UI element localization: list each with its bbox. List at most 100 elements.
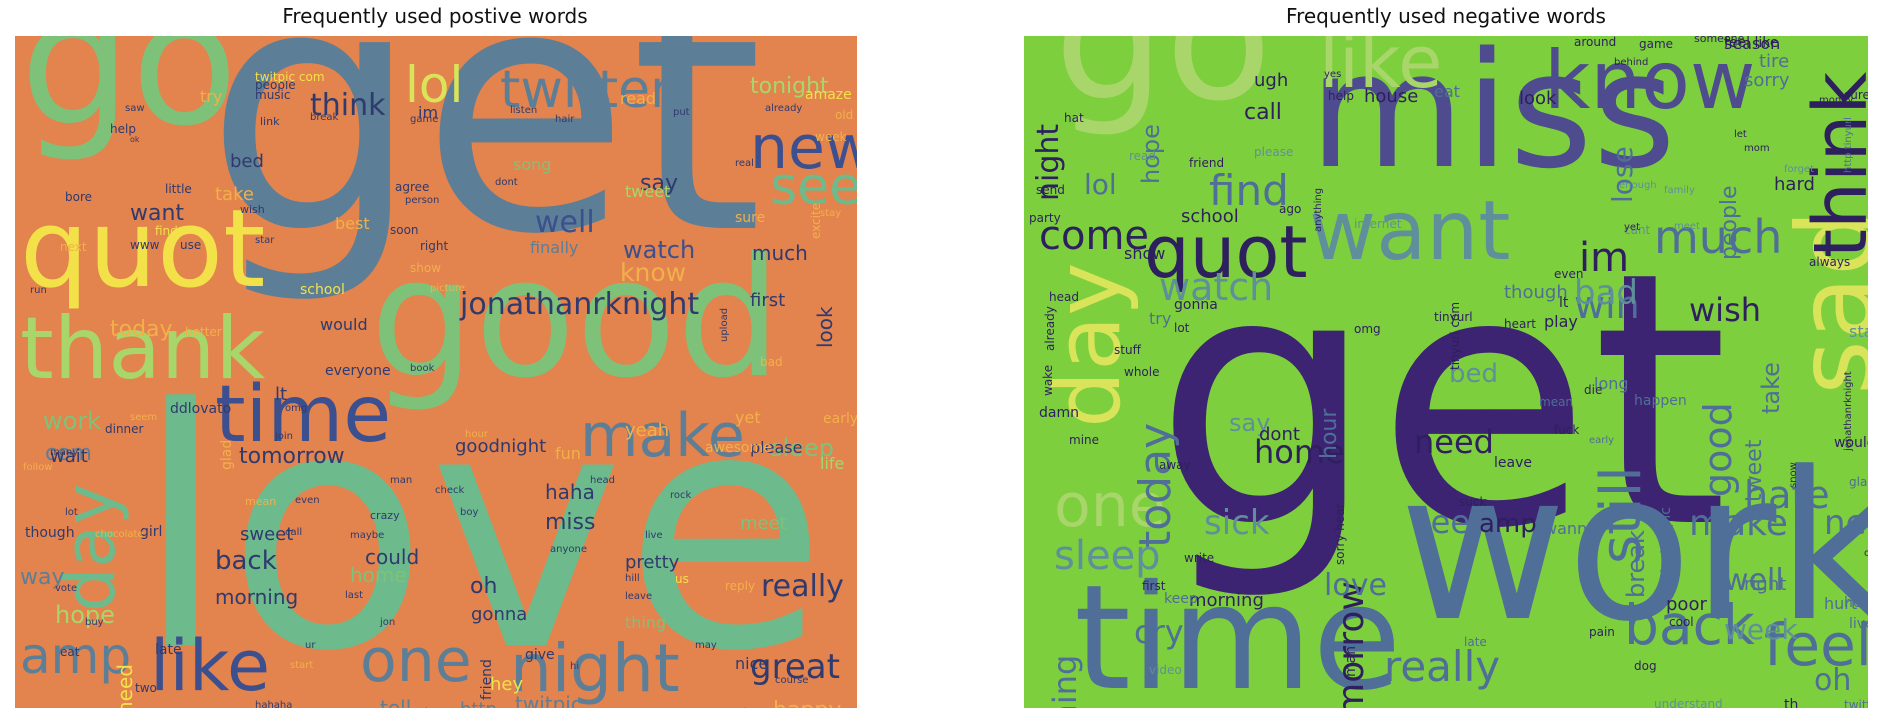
word-happy: happy [773, 700, 841, 709]
word-man: man [1343, 646, 1359, 678]
chart-title-positive: Frequently used postive words [282, 4, 588, 28]
word-eat: eat [1434, 82, 1460, 101]
word-real: real [735, 158, 754, 169]
word-hour: hour [465, 429, 488, 440]
word-morning: morning [1189, 590, 1264, 611]
word-school: school [1181, 206, 1239, 227]
word-write: write [1184, 551, 1215, 565]
word-quot: quot [1144, 210, 1308, 294]
word-cry: cry [1134, 613, 1184, 651]
word-man: man [390, 475, 413, 486]
word-make: make [580, 401, 745, 471]
word-tonight: tonight [750, 74, 829, 99]
word-hour: hour [1317, 408, 1342, 459]
word-one: one [360, 626, 472, 696]
word-late: late [1464, 635, 1487, 649]
word-season: season [1724, 36, 1781, 53]
word-feel-like: feel like [1724, 36, 1779, 51]
word-book: book [410, 363, 435, 374]
word-late: late [155, 642, 182, 658]
word-two: two [135, 681, 157, 695]
word-jonathanrknight: jonathanrknight [460, 287, 700, 322]
word-need: need [113, 664, 137, 708]
word-work: work [1399, 429, 1868, 667]
word-meet: meet [1674, 221, 1700, 232]
word-join: join [275, 431, 294, 442]
word-today: today [110, 317, 173, 342]
word-goodnight: goodnight [455, 436, 547, 457]
word-look: look [1519, 88, 1557, 109]
word-back: back [215, 546, 277, 576]
word-lot: lot [65, 507, 78, 518]
word-early: early [1589, 435, 1615, 446]
word-get: get [205, 36, 764, 309]
word-music: music [255, 88, 291, 102]
word-one: one [1054, 471, 1166, 541]
word-much: much [752, 241, 808, 265]
word-glad: glad [219, 439, 235, 470]
word-everyone: everyone [325, 363, 391, 379]
word-see: see [1414, 503, 1471, 541]
word-eat: eat [60, 645, 80, 659]
word-live: live [1849, 616, 1868, 632]
word-actually: actually [1797, 484, 1808, 525]
word-want: want [1309, 184, 1511, 279]
word-away: away [1159, 458, 1191, 472]
word-wake: wake [1041, 364, 1055, 396]
word-rock: rock [670, 490, 692, 501]
word-put: put [673, 107, 690, 118]
word-suck: suck [1459, 495, 1487, 509]
negative-word-cloud: get go miss work time want day know sad quot think… [1024, 36, 1868, 708]
word-way: way [20, 565, 65, 590]
word-family: family [1664, 185, 1695, 196]
word-upload: upload [719, 307, 730, 342]
word-break: break [310, 112, 339, 123]
word-bad: bad [760, 355, 783, 369]
word-morning: morning [215, 585, 299, 609]
word-bore: bore [65, 190, 93, 204]
word-mom: mom [1744, 143, 1770, 154]
word-th: th [1784, 697, 1799, 708]
word-friend: friend [1189, 156, 1225, 170]
word-help: help [110, 122, 136, 136]
word-go: go [1054, 36, 1273, 140]
word-help: help [1328, 89, 1354, 103]
word-well: well [1724, 563, 1784, 598]
word-lt: lt [1559, 295, 1569, 311]
word-glad: glad [1849, 475, 1868, 489]
word-anything: anything [1313, 187, 1324, 232]
word-read: read [1129, 149, 1157, 163]
word-hill: hill [625, 573, 640, 584]
word-hard: hard [1774, 174, 1815, 195]
word-pain: pain [1589, 625, 1615, 639]
word-video: video [1149, 663, 1182, 677]
word-take: take [1757, 361, 1785, 414]
word-house: house [1364, 86, 1419, 107]
word-haha: haha [545, 480, 595, 504]
word-would: would [320, 315, 368, 334]
word-hat: hat [1064, 111, 1084, 125]
word-money: money [1819, 95, 1854, 106]
word-let: let [1734, 129, 1747, 140]
word-internet: internet [1354, 217, 1402, 231]
word-hair: hair [555, 114, 575, 125]
word-sleep: sleep [1054, 533, 1161, 579]
word-wish: wish [1689, 291, 1762, 329]
word-tweet: tweet [1742, 439, 1767, 502]
word-always: always [1809, 255, 1851, 269]
word-tire: tire [1759, 51, 1790, 72]
word-old: old [1864, 548, 1868, 559]
word-head: head [590, 475, 615, 486]
word-new: new [1824, 503, 1868, 543]
word-hey: hey [490, 674, 524, 695]
word-today: today [1130, 422, 1181, 548]
word-find: find [1209, 166, 1289, 215]
word-twitter: twitter [500, 60, 672, 120]
word-nice: nice [735, 654, 769, 673]
word-seem: seem [130, 412, 158, 423]
word-need: need [1414, 423, 1494, 461]
word-snow: snow [1788, 462, 1799, 488]
word-agree: agree [395, 180, 430, 194]
word-mean: mean [245, 495, 277, 508]
word-time: time [215, 370, 392, 460]
